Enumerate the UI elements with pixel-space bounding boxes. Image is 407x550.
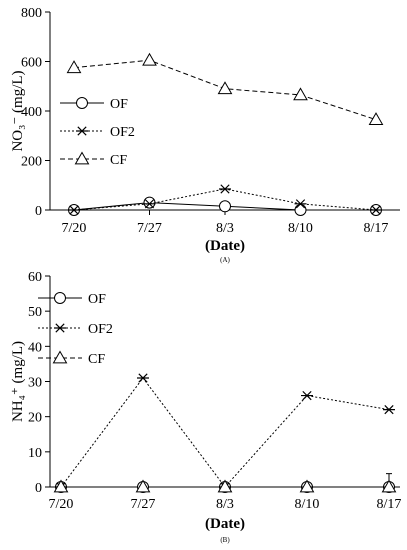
y-tick-label: 10 — [28, 446, 42, 461]
x-tick-label: 8/10 — [288, 221, 313, 236]
data-point-of2 — [301, 390, 313, 401]
x-axis-title: (Date) — [205, 238, 245, 254]
x-tick-label: 8/3 — [216, 221, 234, 236]
y-tick-label: 50 — [28, 305, 42, 320]
series-cf — [53, 479, 397, 493]
data-point-cf — [142, 52, 157, 66]
legend-label-of2: OF2 — [88, 322, 113, 337]
data-point-cf — [66, 60, 82, 74]
data-point-of2 — [219, 184, 231, 194]
data-point-of — [143, 196, 156, 209]
data-point-of2 — [137, 373, 149, 383]
y-tick-label: 400 — [21, 105, 42, 120]
data-point-cf — [217, 479, 233, 493]
series-cf — [66, 52, 384, 126]
y-tick-label: 0 — [35, 204, 42, 219]
legend-marker-of — [76, 97, 88, 109]
x-tick-label: 8/10 — [295, 497, 320, 512]
chart-panel-1: 0 200 400 600 800 7/20 7/27 8/3 8/10 8/17 (Date) (A… — [10, 6, 400, 264]
y-tick-label: 800 — [21, 6, 42, 21]
legend-label-of: OF — [88, 292, 106, 307]
y-tick-label: 200 — [21, 155, 42, 170]
series-line-of2 — [60, 377, 390, 488]
data-point-cf — [368, 112, 384, 126]
data-point-of2 — [294, 199, 307, 209]
data-point-cf — [217, 81, 233, 95]
data-point-of2 — [68, 205, 80, 215]
x-tick-label: 7/27 — [131, 497, 156, 512]
x-tick-label: 8/3 — [216, 497, 234, 512]
y-tick-label: 20 — [28, 411, 42, 426]
legend-marker-of2 — [54, 323, 66, 333]
data-point-of2 — [370, 205, 382, 215]
data-point-of2 — [383, 405, 395, 415]
x-tick-label: 7/20 — [62, 221, 87, 236]
data-point-cf — [381, 479, 397, 493]
y-axis-title: NO₃⁻ (mg/L) — [10, 70, 26, 151]
y-tick-label: 60 — [28, 270, 42, 285]
x-tick-label: 7/27 — [137, 221, 162, 236]
data-point-of — [294, 204, 307, 216]
legend-label-of: OF — [110, 97, 128, 112]
panel-label: (A) — [220, 256, 230, 264]
data-point-cf — [135, 479, 151, 493]
legend-marker-cf — [52, 350, 68, 364]
y-tick-label: 30 — [28, 376, 42, 391]
y-tick-label: 40 — [28, 340, 42, 355]
data-point-of2 — [143, 199, 156, 209]
series-of2 — [55, 373, 395, 492]
x-tick-label: 8/17 — [364, 221, 389, 236]
x-tick-label: 7/20 — [49, 497, 74, 512]
chart-panel-2: 0 10 20 30 40 50 60 7/20 7/27 8/3 8/10 8/17 (Date) (B… — [10, 270, 401, 544]
data-point-cf — [299, 479, 315, 493]
legend-marker-of2 — [76, 126, 88, 136]
legend-marker-cf — [74, 151, 90, 165]
data-point-cf — [293, 87, 308, 101]
y-tick-label: 0 — [35, 481, 42, 496]
series-of2 — [68, 184, 382, 215]
y-tick-label: 600 — [21, 56, 42, 71]
legend-label-of2: OF2 — [110, 125, 135, 140]
panel-label: (B) — [220, 536, 230, 544]
x-tick-label: 8/17 — [377, 497, 402, 512]
data-point-cf — [53, 479, 69, 493]
y-axis-title: NH₄⁺ (mg/L) — [10, 341, 26, 422]
legend-marker-of — [54, 292, 66, 304]
x-axis-title: (Date) — [205, 516, 245, 532]
legend-label-cf: CF — [110, 153, 127, 168]
legend-label-cf: CF — [88, 352, 105, 367]
data-point-of — [219, 200, 231, 213]
